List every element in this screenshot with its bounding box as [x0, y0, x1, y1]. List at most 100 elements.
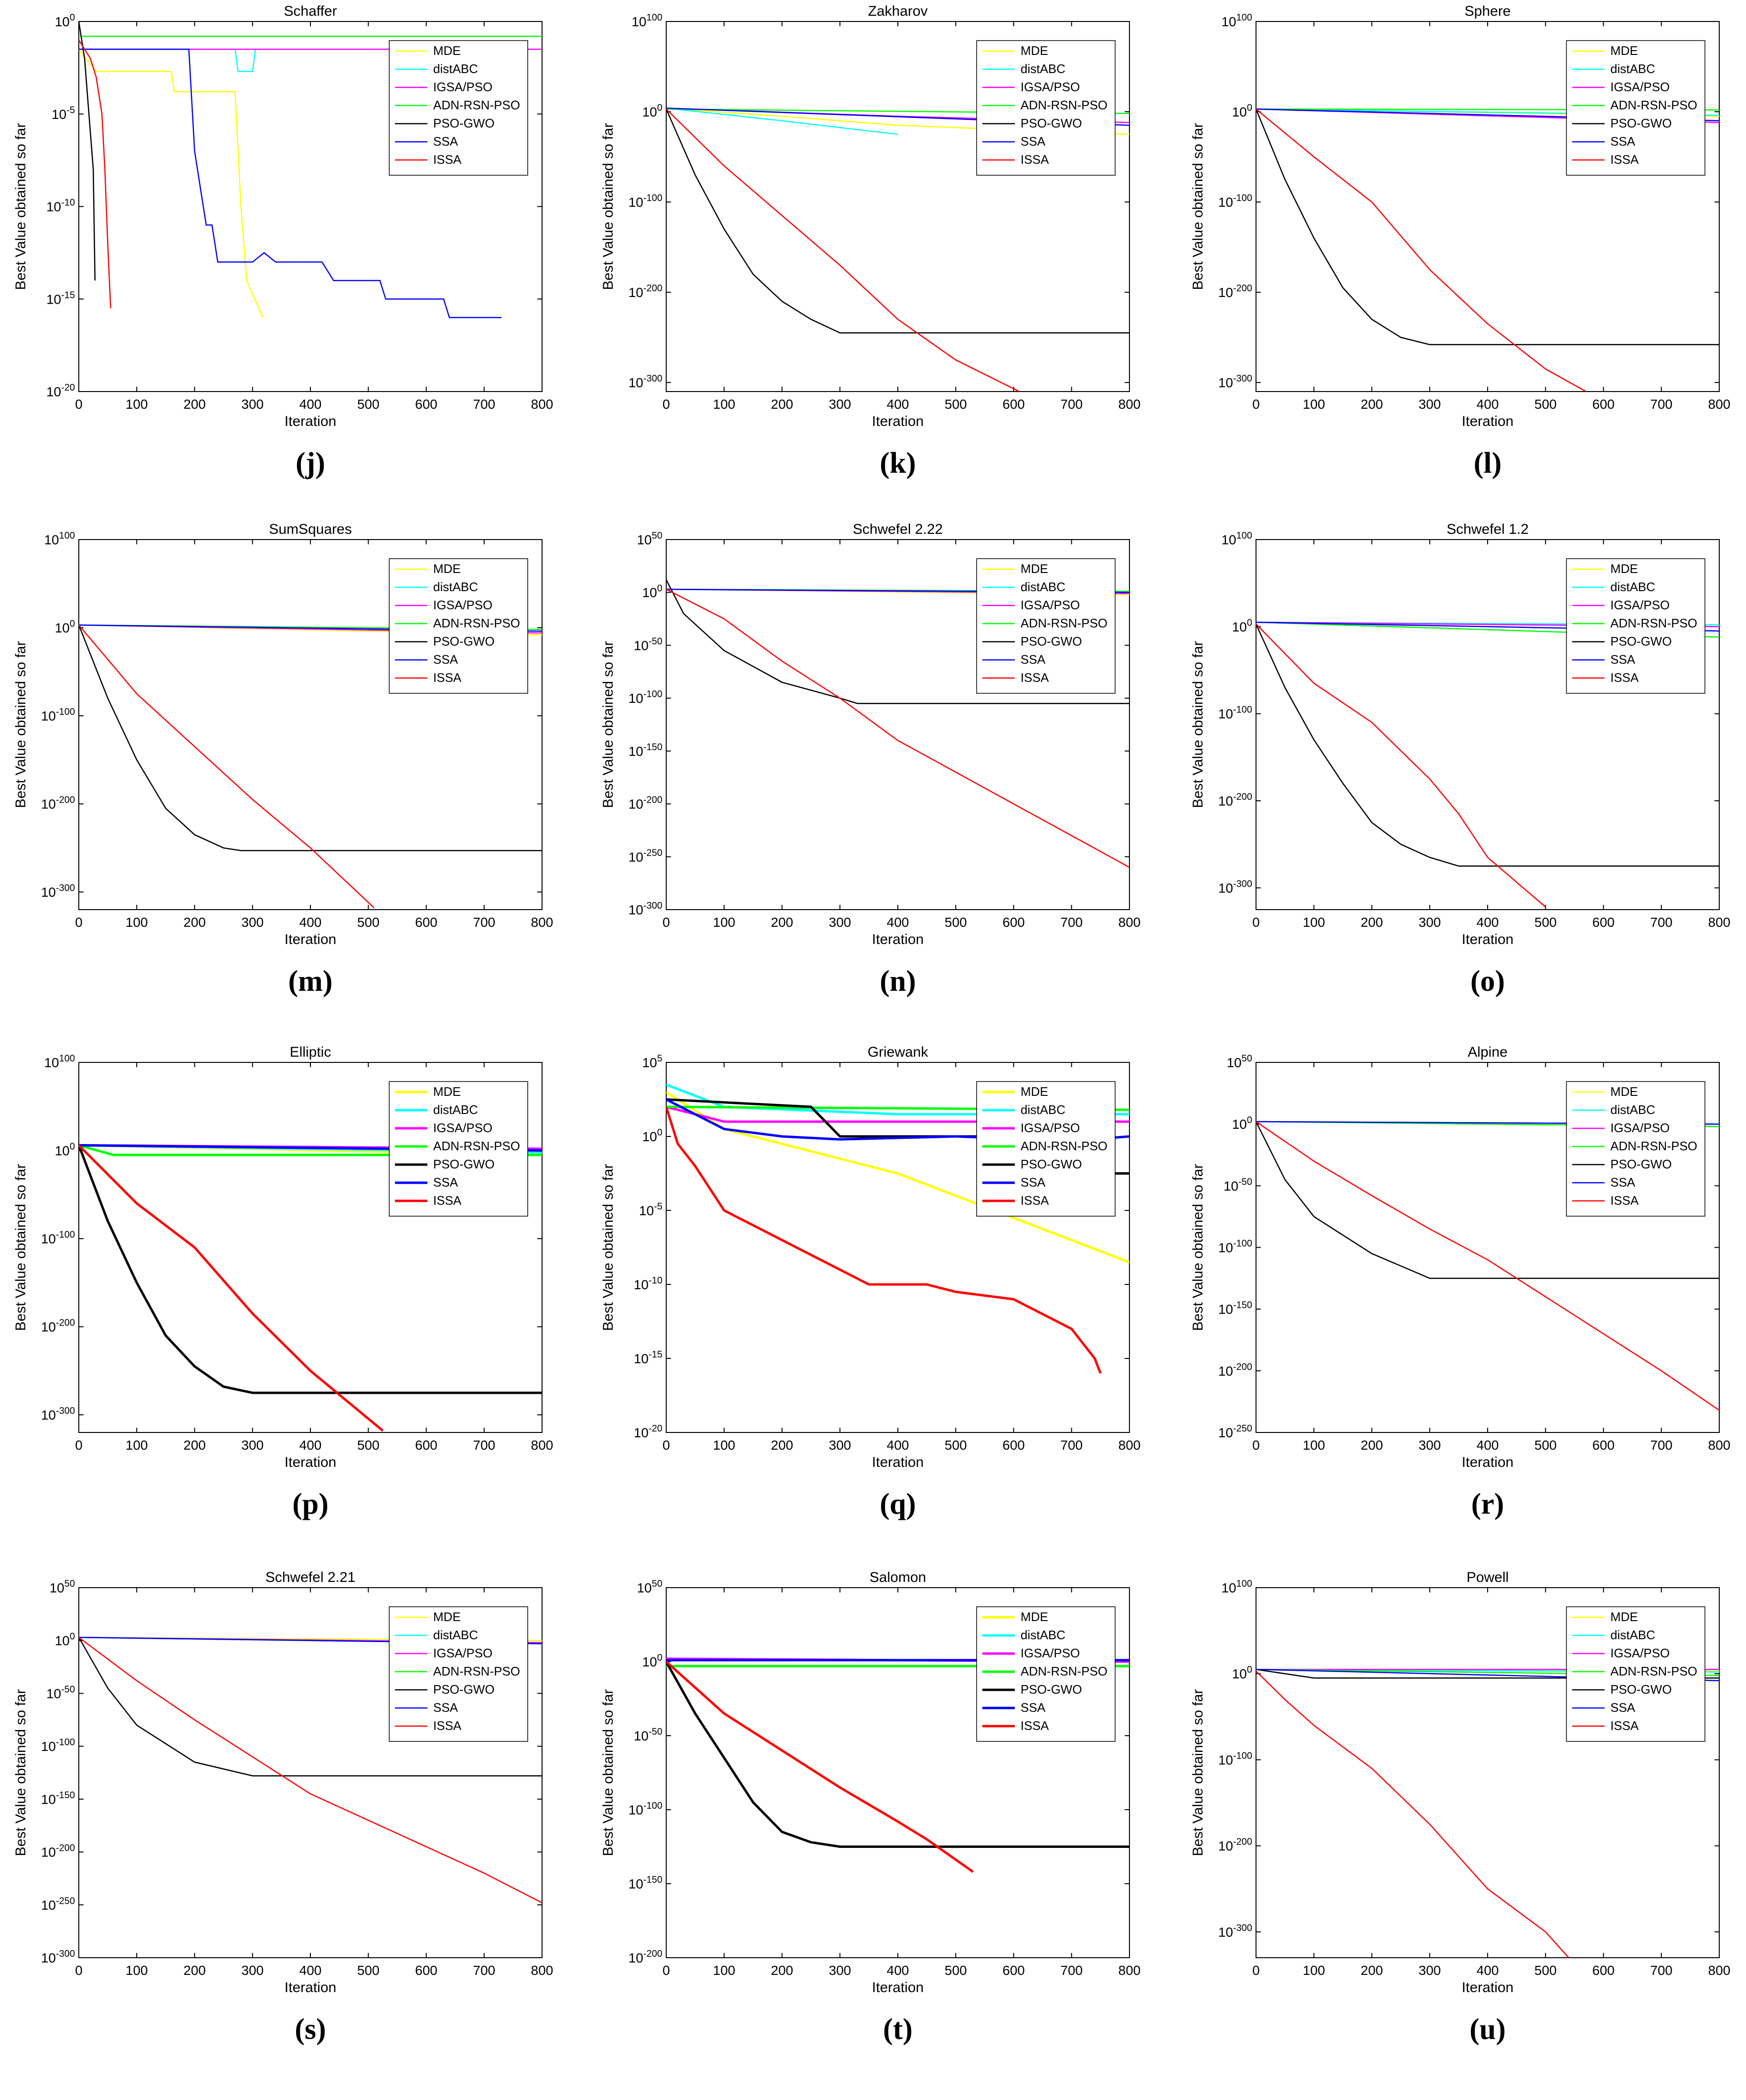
series-line-issa: [666, 108, 1020, 392]
series-line-pso-gwo: [79, 1145, 542, 1394]
x-axis-label: Iteration: [872, 1454, 924, 1470]
y-tick-label: 10-50: [634, 636, 662, 653]
legend-label-adn-rsn-pso: ADN-RSN-PSO: [1021, 1664, 1107, 1678]
legend-box: [1566, 558, 1705, 694]
legend-label-pso-gwo: PSO-GWO: [433, 634, 495, 648]
legend-label-issa: ISSA: [1610, 152, 1639, 167]
legend-label-adn-rsn-pso: ADN-RSN-PSO: [1021, 616, 1107, 630]
y-tick-label: 10-50: [46, 1684, 75, 1701]
x-tick-label: 500: [357, 397, 380, 412]
legend-label-issa: ISSA: [433, 152, 462, 167]
legend-label-igsa-pso: IGSA/PSO: [433, 598, 492, 612]
y-tick-label: 1050: [50, 1579, 75, 1595]
legend-label-distabc: distABC: [1021, 62, 1065, 76]
y-tick-label: 100: [1232, 617, 1252, 634]
panel-label: (r): [1471, 1488, 1504, 1520]
x-tick-label: 300: [1418, 1963, 1441, 1978]
y-tick-label: 10-100: [1218, 1239, 1252, 1255]
x-tick-label: 100: [713, 1963, 735, 1978]
y-tick-label: 10-50: [634, 1727, 662, 1743]
x-tick-label: 300: [241, 397, 264, 412]
panel-label: (o): [1470, 965, 1505, 997]
legend-label-igsa-pso: IGSA/PSO: [1021, 80, 1080, 94]
x-tick-label: 400: [1477, 1963, 1499, 1978]
legend-label-pso-gwo: PSO-GWO: [1021, 116, 1082, 130]
y-tick-label: 10-100: [41, 1737, 75, 1754]
legend-box: [976, 1081, 1116, 1217]
legend-label-mde: MDE: [1021, 43, 1048, 58]
series-line-issa: [1256, 1121, 1719, 1411]
x-tick-label: 700: [473, 1438, 495, 1453]
legend-box: [1566, 1081, 1705, 1217]
y-axis-label: Best Value obtained so far: [600, 1689, 616, 1856]
y-tick-label: 10-250: [1218, 1423, 1252, 1440]
x-tick-label: 600: [415, 915, 437, 930]
y-tick-label: 10-5: [52, 105, 75, 122]
x-tick-label: 600: [415, 1438, 437, 1453]
legend-label-adn-rsn-pso: ADN-RSN-PSO: [1610, 98, 1697, 112]
legend-label-pso-gwo: PSO-GWO: [1610, 116, 1672, 130]
y-tick-label: 1050: [637, 1579, 662, 1595]
x-tick-label: 200: [771, 1438, 793, 1453]
legend-label-ssa: SSA: [1610, 134, 1636, 148]
panel-label: (s): [295, 2013, 326, 2046]
y-tick-label: 10100: [44, 1053, 75, 1070]
y-tick-label: 10-250: [628, 848, 662, 864]
x-tick-label: 0: [1252, 1963, 1260, 1978]
y-tick-label: 10-10: [46, 198, 75, 214]
series-line-mde: [666, 1091, 1129, 1263]
x-tick-label: 200: [771, 397, 793, 412]
y-tick-label: 100: [55, 619, 75, 636]
x-tick-label: 100: [126, 1438, 148, 1453]
x-tick-label: 700: [1650, 1438, 1672, 1453]
series-line-pso-gwo: [666, 579, 1129, 704]
x-tick-label: 0: [75, 915, 83, 930]
x-axis-label: Iteration: [872, 1980, 924, 1995]
x-tick-label: 800: [1708, 1438, 1731, 1453]
x-tick-label: 100: [1303, 397, 1325, 412]
chart-title: Alpine: [1468, 1044, 1507, 1060]
legend-label-distabc: distABC: [433, 1103, 478, 1117]
x-tick-label: 500: [357, 915, 380, 930]
legend-label-issa: ISSA: [433, 670, 462, 685]
y-tick-label: 10-50: [1224, 1177, 1252, 1193]
legend-box: [389, 1081, 528, 1217]
legend-label-adn-rsn-pso: ADN-RSN-PSO: [1021, 98, 1107, 112]
x-tick-label: 200: [183, 915, 206, 930]
x-tick-label: 200: [1361, 397, 1383, 412]
x-tick-label: 700: [1650, 397, 1672, 412]
y-tick-label: 10-100: [1218, 1750, 1252, 1767]
legend-label-issa: ISSA: [1610, 670, 1639, 685]
x-tick-label: 300: [241, 1963, 264, 1978]
y-axis-label: Best Value obtained so far: [1190, 1164, 1206, 1331]
y-axis-label: Best Value obtained so far: [1190, 641, 1206, 808]
y-tick-label: 10-200: [1218, 1837, 1252, 1854]
x-tick-label: 200: [183, 1963, 206, 1978]
y-tick-label: 10-200: [628, 1949, 662, 1965]
legend-label-distabc: distABC: [433, 62, 478, 76]
series-line-issa: [666, 588, 1129, 868]
chart-panel-r: Alpine 0 100 200 300 400 500 600 700 800 1050 100 10…: [1190, 1044, 1730, 1520]
legend-label-distabc: distABC: [1610, 580, 1655, 594]
chart-title: Schaffer: [284, 3, 337, 19]
x-tick-label: 700: [1650, 915, 1672, 930]
y-tick-label: 10100: [1221, 12, 1252, 29]
series-line-pso-gwo: [79, 625, 542, 851]
y-tick-label: 10-100: [1218, 193, 1252, 210]
legend-label-igsa-pso: IGSA/PSO: [1021, 1121, 1080, 1135]
legend-label-issa: ISSA: [1021, 1718, 1049, 1733]
chart-panel-q: Griewank 0 100 200 300 400 500 600 700 800 105 100 1…: [600, 1044, 1140, 1520]
legend-label-igsa-pso: IGSA/PSO: [1610, 80, 1670, 94]
x-tick-label: 400: [887, 1963, 909, 1978]
series-line-pso-gwo: [666, 108, 1129, 334]
x-tick-label: 800: [531, 1963, 554, 1978]
legend-label-pso-gwo: PSO-GWO: [433, 116, 495, 130]
x-tick-label: 700: [1060, 397, 1083, 412]
x-tick-label: 200: [183, 1438, 206, 1453]
x-tick-label: 300: [241, 1438, 264, 1453]
y-tick-label: 100: [55, 12, 75, 29]
series-line-issa: [79, 625, 375, 909]
chart-panel-j: Schaffer 0 100 200 300 400 500 600 700 800 100 10-5…: [13, 3, 553, 479]
chart-title: Salomon: [870, 1570, 926, 1585]
legend-label-ssa: SSA: [1021, 134, 1046, 148]
